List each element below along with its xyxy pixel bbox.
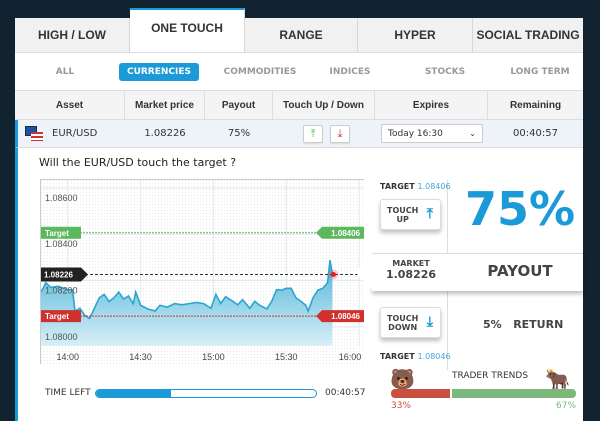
tab-range[interactable]: RANGE bbox=[245, 18, 358, 52]
filter-all[interactable]: ALL bbox=[55, 67, 75, 77]
tab-high-low[interactable]: HIGH / LOW bbox=[15, 18, 130, 52]
chevron-down-icon: ⌄ bbox=[469, 129, 476, 138]
bear-fill bbox=[391, 389, 453, 398]
table-row[interactable]: EUR/USD 1.08226 75% ⤒ ⤓ Today 16:30 ⌄ 00… bbox=[15, 120, 583, 148]
target-up-label: TARGET bbox=[380, 182, 415, 191]
target-up-info: TARGET 1.08406 bbox=[380, 182, 451, 191]
tab-social-trading[interactable]: SOCIAL TRADING bbox=[473, 18, 583, 52]
touch-up-text-2: UP bbox=[396, 214, 409, 224]
target-down-info: TARGET 1.08046 bbox=[380, 352, 451, 361]
market-info: MARKET 1.08226 bbox=[380, 259, 442, 281]
category-filters: ALL CURRENCIES COMMODITIES INDICES STOCK… bbox=[15, 52, 583, 90]
current-point bbox=[330, 271, 336, 277]
target-up-value-tag bbox=[316, 226, 364, 239]
touch-down-text-2: DOWN bbox=[388, 322, 418, 332]
expires-value: Today 16:30 bbox=[388, 128, 443, 139]
target-down-value-tag bbox=[316, 310, 364, 323]
payout-label: PAYOUT bbox=[487, 262, 553, 280]
arrow-down-to-line-icon: ⤓ bbox=[426, 314, 433, 330]
market-value: 1.08226 bbox=[385, 268, 437, 281]
touch-up-large-button[interactable]: TOUCH UP ⤒ bbox=[380, 199, 441, 230]
remaining-time: 00:40:57 bbox=[513, 128, 558, 139]
table-header: Asset Market price Payout Touch Up / Dow… bbox=[15, 90, 583, 120]
filter-long-term[interactable]: LONG TERM bbox=[510, 67, 570, 77]
x-tick-label: 14:30 bbox=[129, 352, 152, 362]
target-down-tag-text: Target bbox=[45, 312, 69, 321]
col-touch: Touch Up / Down bbox=[273, 91, 375, 120]
filter-indices[interactable]: INDICES bbox=[329, 67, 371, 77]
y-tick-label: 1.08600 bbox=[45, 193, 78, 203]
col-payout: Payout bbox=[205, 91, 273, 120]
tab-one-touch[interactable]: ONE TOUCH bbox=[130, 8, 245, 52]
y-tick-label: 1.08200 bbox=[45, 285, 78, 295]
filter-commodities[interactable]: COMMODITIES bbox=[223, 67, 297, 77]
col-expires: Expires bbox=[375, 91, 488, 120]
time-left-label: TIME LEFT bbox=[45, 388, 91, 398]
y-tick-label: 1.08000 bbox=[45, 332, 78, 342]
pointer-arrow bbox=[355, 253, 373, 291]
target-down-label: TARGET bbox=[380, 352, 415, 361]
y-tick-label: 1.08400 bbox=[45, 239, 78, 249]
trader-trends-bar bbox=[391, 389, 576, 398]
col-remaining: Remaining bbox=[509, 100, 562, 111]
filter-stocks[interactable]: STOCKS bbox=[424, 67, 466, 77]
price-area bbox=[41, 260, 333, 346]
payout: 75% bbox=[227, 128, 251, 139]
price-chart: 14:00 14:30 15:00 15:30 16:00 1.08600 1.08400 1… bbox=[40, 179, 364, 364]
target-up-tag-text: Target bbox=[45, 229, 69, 238]
touch-down-button[interactable]: ⤓ bbox=[330, 124, 350, 143]
target-down-value-text: 1.08046 bbox=[331, 312, 360, 321]
market-price: 1.08226 bbox=[144, 128, 186, 139]
chart-svg: 14:00 14:30 15:00 15:30 16:00 1.08600 1.08400 1… bbox=[40, 180, 364, 364]
time-left-progress bbox=[95, 389, 317, 398]
target-down-value: 1.08046 bbox=[417, 352, 451, 361]
time-left-fill bbox=[96, 390, 171, 397]
bear-icon: 🐻 bbox=[390, 367, 415, 391]
col-asset: Asset bbox=[15, 91, 125, 120]
x-tick-label: 15:30 bbox=[275, 352, 298, 362]
asset-name: EUR/USD bbox=[52, 128, 98, 139]
bull-fill bbox=[452, 389, 576, 398]
expires-select[interactable]: Today 16:30 ⌄ bbox=[381, 124, 483, 143]
price-line bbox=[40, 259, 334, 320]
touch-up-text-1: TOUCH bbox=[387, 205, 419, 215]
return-percent: 5% bbox=[483, 318, 502, 331]
touch-up-button[interactable]: ⤒ bbox=[303, 124, 323, 143]
col-market-price: Market price bbox=[125, 91, 205, 120]
current-price-tag bbox=[41, 267, 88, 282]
touch-down-large-button[interactable]: TOUCH DOWN ⤓ bbox=[380, 307, 441, 338]
target-up-value-text: 1.08406 bbox=[331, 229, 360, 238]
bear-percent: 33% bbox=[391, 401, 412, 411]
arrow-up-to-line-icon: ⤒ bbox=[310, 126, 316, 140]
payout-percent: 75% bbox=[464, 182, 576, 236]
x-tick-label: 15:00 bbox=[202, 352, 225, 362]
target-up-tag bbox=[41, 226, 81, 239]
current-price-text: 1.08226 bbox=[44, 270, 73, 279]
bull-percent: 67% bbox=[556, 401, 577, 411]
market-label: MARKET bbox=[392, 259, 430, 268]
time-left-value: 00:40:57 bbox=[325, 388, 366, 398]
touch-down-text-1: TOUCH bbox=[387, 313, 419, 323]
tab-hyper[interactable]: HYPER bbox=[358, 18, 473, 52]
filter-currencies[interactable]: CURRENCIES bbox=[119, 63, 199, 81]
target-up-value: 1.08406 bbox=[417, 182, 451, 191]
question-text: Will the EUR/USD touch the target ? bbox=[39, 156, 237, 169]
arrow-up-to-line-icon: ⤒ bbox=[426, 206, 433, 222]
eu-us-flag-icon bbox=[25, 126, 43, 142]
market-band bbox=[372, 253, 583, 291]
return-label: RETURN bbox=[513, 318, 564, 331]
arrow-down-to-line-icon: ⤓ bbox=[337, 126, 343, 140]
trader-trends-label: TRADER TRENDS bbox=[451, 371, 529, 381]
target-down-tag bbox=[41, 310, 81, 323]
x-tick-label: 14:00 bbox=[56, 352, 79, 362]
bull-icon: 🐂 bbox=[545, 367, 570, 391]
return-info: 5% RETURN bbox=[483, 318, 563, 331]
x-tick-label: 16:00 bbox=[339, 352, 362, 362]
